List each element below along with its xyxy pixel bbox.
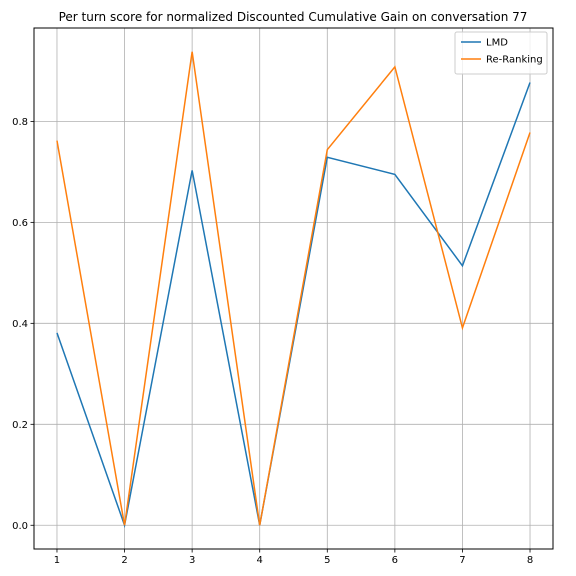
legend-label: Re-Ranking — [486, 55, 543, 66]
y-tick-label: 0.2 — [12, 420, 28, 431]
y-axis-ticks: 0.0 0.2 0.4 0.6 0.8 — [12, 117, 34, 532]
x-tick-label: 6 — [392, 555, 398, 566]
x-tick-label: 7 — [459, 555, 465, 566]
y-tick-label: 0.8 — [12, 117, 28, 128]
x-tick-label: 2 — [121, 555, 127, 566]
series-lines — [56, 51, 531, 529]
y-tick-label: 0.6 — [12, 218, 28, 229]
x-axis-ticks: 1 2 3 4 5 6 7 8 — [54, 549, 533, 566]
x-tick-label: 5 — [324, 555, 330, 566]
grid-lines — [34, 28, 553, 549]
x-tick-label: 4 — [257, 555, 263, 566]
x-tick-label: 8 — [527, 555, 533, 566]
x-tick-label: 3 — [189, 555, 195, 566]
x-tick-label: 1 — [54, 555, 60, 566]
y-tick-label: 0.0 — [12, 521, 28, 532]
legend-label: LMD — [486, 38, 508, 49]
series-line-re-ranking — [56, 51, 531, 526]
plot-area-frame — [33, 27, 554, 550]
y-tick-label: 0.4 — [12, 319, 28, 330]
legend: LMD Re-Ranking — [454, 31, 548, 75]
chart-title: Per turn score for normalized Discounted… — [59, 10, 528, 24]
